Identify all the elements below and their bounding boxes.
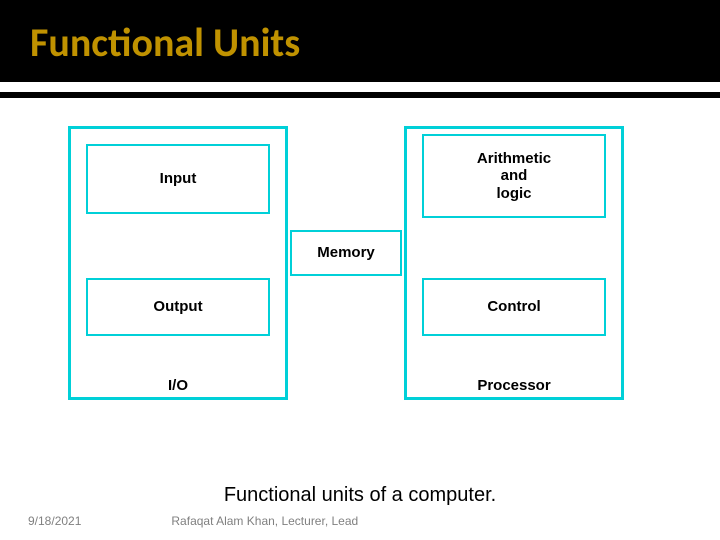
output-box: Output: [86, 278, 270, 336]
control-box: Control: [422, 278, 606, 336]
slide-footer: 9/18/2021 Rafaqat Alam Khan, Lecturer, L…: [0, 514, 720, 528]
title-gap: [0, 82, 720, 86]
alu-box: Arithmeticandlogic: [422, 134, 606, 218]
memory-box: Memory: [290, 230, 402, 276]
output-label: Output: [153, 298, 202, 315]
title-bar: Functional Units: [0, 0, 720, 82]
io-group-label: I/O: [71, 377, 285, 394]
input-label: Input: [160, 170, 197, 187]
control-label: Control: [487, 298, 540, 315]
footer-author: Rafaqat Alam Khan, Lecturer, Lead: [171, 514, 358, 528]
diagram-caption: Functional units of a computer.: [0, 484, 720, 507]
processor-group-label: Processor: [407, 377, 621, 394]
diagram-area: I/O Processor Input Output Arithmeticand…: [0, 98, 720, 478]
footer-date: 9/18/2021: [28, 514, 81, 528]
memory-label: Memory: [317, 244, 375, 261]
input-box: Input: [86, 144, 270, 214]
slide-title: Functional Units: [30, 18, 720, 67]
alu-label: Arithmeticandlogic: [477, 150, 551, 202]
